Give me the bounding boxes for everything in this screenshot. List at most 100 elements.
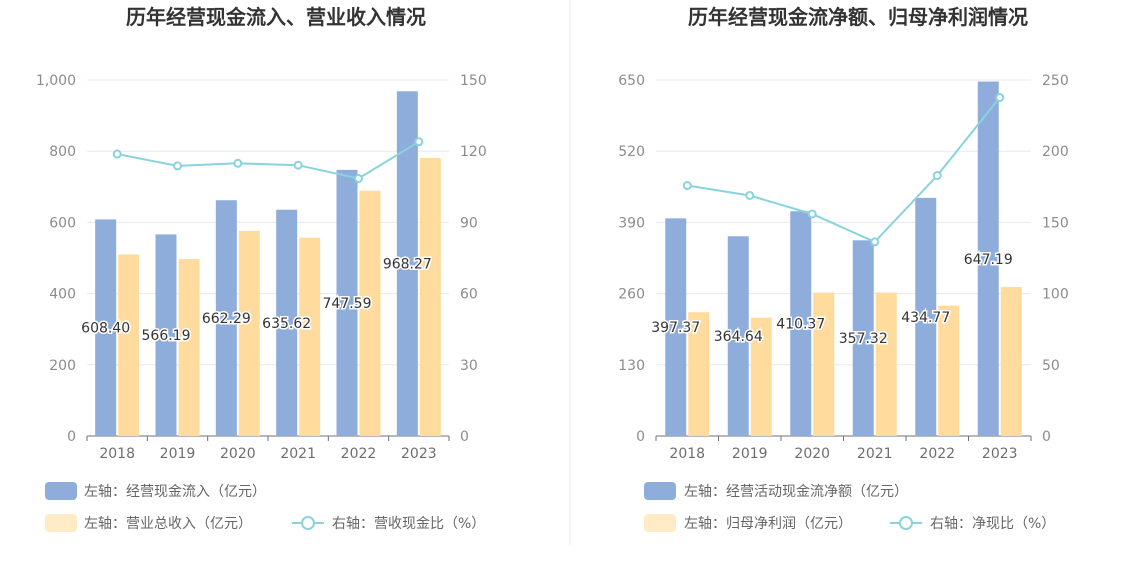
right-axis-tick-label: 60 bbox=[460, 287, 478, 303]
right-axis-tick-label: 150 bbox=[1042, 215, 1069, 231]
legend-item-series-1[interactable]: 左轴：经营活动现金流净额（亿元） bbox=[644, 482, 908, 500]
bar-series-2 bbox=[1000, 287, 1022, 436]
bar-series-2 bbox=[938, 305, 960, 436]
bar-series-2 bbox=[299, 237, 321, 436]
x-axis-tick-label: 2022 bbox=[919, 446, 955, 462]
right-axis-tick-label: 50 bbox=[1042, 358, 1060, 374]
left-axis-tick-label: 800 bbox=[49, 144, 76, 160]
x-axis-tick-label: 2020 bbox=[794, 446, 830, 462]
right-axis-tick-label: 0 bbox=[1042, 429, 1051, 445]
bar-series-2 bbox=[118, 254, 140, 436]
left-axis-tick-label: 390 bbox=[618, 215, 645, 231]
line-point bbox=[233, 158, 243, 168]
line-point bbox=[293, 160, 303, 170]
legend: 左轴：经营活动现金流净额（亿元） 左轴：归母净利润（亿元） 右轴：净现比（%） bbox=[644, 482, 1055, 532]
bar-series-1 bbox=[977, 81, 999, 437]
bar-series-1 bbox=[155, 234, 177, 436]
line-point bbox=[807, 209, 817, 219]
right-axis-tick-label: 200 bbox=[1042, 144, 1069, 160]
bar-series-2 bbox=[813, 292, 835, 436]
axes: 0 200 400 600 800 1,000 0 30 60 90 120 150 2018 2019 2… bbox=[36, 73, 487, 462]
data-label: 397.37 bbox=[651, 320, 700, 336]
left-axis-tick-label: 0 bbox=[67, 429, 76, 445]
legend-label: 右轴：营收现金比（%） bbox=[332, 516, 485, 532]
bar-series-1 bbox=[727, 236, 749, 436]
line-point bbox=[745, 190, 755, 200]
bar-series-1 bbox=[852, 240, 874, 436]
line-point bbox=[414, 137, 424, 147]
data-label: 662.29 bbox=[202, 311, 251, 327]
bar-series-1 bbox=[95, 219, 117, 436]
legend-item-series-3[interactable]: 右轴：净现比（%） bbox=[890, 516, 1055, 532]
bar-series-1 bbox=[215, 200, 237, 436]
data-label: 968.27 bbox=[383, 257, 432, 273]
x-axis-tick-label: 2021 bbox=[280, 446, 316, 462]
line-point bbox=[932, 171, 942, 181]
x-axis-tick-label: 2018 bbox=[99, 446, 135, 462]
legend-item-series-2[interactable]: 左轴：营业总收入（亿元） bbox=[45, 514, 252, 532]
x-axis-tick-label: 2023 bbox=[401, 446, 437, 462]
bar-series-1 bbox=[915, 197, 937, 436]
legend-label: 右轴：净现比（%） bbox=[930, 516, 1055, 532]
legend-swatch-bar-orange bbox=[644, 514, 676, 532]
line-point bbox=[870, 237, 880, 247]
bar-series-1 bbox=[276, 209, 298, 436]
data-label: 647.19 bbox=[964, 252, 1013, 268]
legend-item-series-2[interactable]: 左轴：归母净利润（亿元） bbox=[644, 514, 852, 532]
gridlines bbox=[656, 79, 1031, 366]
legend-swatch-marker bbox=[899, 516, 913, 530]
legend-swatch-marker bbox=[301, 516, 315, 530]
x-axis-tick-label: 2020 bbox=[220, 446, 256, 462]
bar-series-2 bbox=[875, 292, 897, 436]
legend-label: 左轴：经营现金流入（亿元） bbox=[84, 484, 266, 500]
data-labels: 397.37 364.64 410.37 357.32 434.77 647.19 bbox=[650, 250, 1015, 348]
left-axis-tick-label: 600 bbox=[49, 215, 76, 231]
legend-item-series-3[interactable]: 右轴：营收现金比（%） bbox=[292, 516, 485, 532]
x-axis-tick-label: 2019 bbox=[160, 446, 196, 462]
legend-label: 左轴：营业总收入（亿元） bbox=[84, 516, 252, 532]
x-axis-tick-label: 2019 bbox=[732, 446, 768, 462]
legend-swatch-bar-blue bbox=[644, 482, 676, 500]
x-axis-tick-label: 2022 bbox=[341, 446, 377, 462]
right-axis-tick-label: 150 bbox=[460, 73, 487, 89]
left-axis-tick-label: 1,000 bbox=[36, 73, 76, 89]
legend-label: 左轴：经营活动现金流净额（亿元） bbox=[684, 484, 908, 500]
gridlines bbox=[87, 79, 449, 366]
right-axis-tick-label: 0 bbox=[460, 429, 469, 445]
bar-series-2 bbox=[359, 190, 381, 436]
bars bbox=[665, 81, 1022, 437]
left-axis-tick-label: 650 bbox=[618, 73, 645, 89]
data-labels: 608.40 566.19 662.29 635.62 747.59 968.27 bbox=[80, 255, 434, 346]
chart-netcash-netprofit: 历年经营现金流净额、归母净利润情况 0 130 260 390 520 650 0 50 100… bbox=[618, 5, 1069, 532]
right-axis-tick-label: 90 bbox=[460, 215, 478, 231]
line-series bbox=[112, 137, 424, 183]
left-axis-tick-label: 200 bbox=[49, 358, 76, 374]
line-path bbox=[687, 96, 1001, 244]
data-label: 410.37 bbox=[776, 317, 825, 333]
chart-title: 历年经营现金流入、营业收入情况 bbox=[126, 5, 426, 29]
line-series bbox=[682, 93, 1005, 247]
bar-series-2 bbox=[238, 230, 260, 436]
legend-item-series-1[interactable]: 左轴：经营现金流入（亿元） bbox=[45, 482, 266, 500]
bar-series-2 bbox=[419, 157, 441, 437]
line-path bbox=[116, 140, 420, 180]
left-axis-tick-label: 260 bbox=[618, 287, 645, 303]
line-point bbox=[112, 149, 122, 159]
right-axis-tick-label: 100 bbox=[1042, 287, 1069, 303]
bar-series-1 bbox=[790, 211, 812, 436]
data-label: 747.59 bbox=[323, 296, 372, 312]
legend: 左轴：经营现金流入（亿元） 左轴：营业总收入（亿元） 右轴：营收现金比（%） bbox=[45, 482, 485, 532]
data-label: 434.77 bbox=[901, 310, 950, 326]
x-axis-tick-label: 2021 bbox=[857, 446, 893, 462]
line-point bbox=[995, 93, 1005, 103]
bar-series-1 bbox=[396, 91, 418, 436]
data-label: 635.62 bbox=[262, 316, 311, 332]
axes: 0 130 260 390 520 650 0 50 100 150 200 250 2018 2019 2… bbox=[618, 73, 1068, 462]
legend-label: 左轴：归母净利润（亿元） bbox=[684, 515, 852, 532]
data-label: 364.64 bbox=[714, 329, 763, 345]
bar-series-1 bbox=[336, 169, 358, 436]
data-label: 608.40 bbox=[81, 321, 130, 337]
bar-series-2 bbox=[688, 312, 710, 436]
bar-series-2 bbox=[750, 317, 772, 436]
